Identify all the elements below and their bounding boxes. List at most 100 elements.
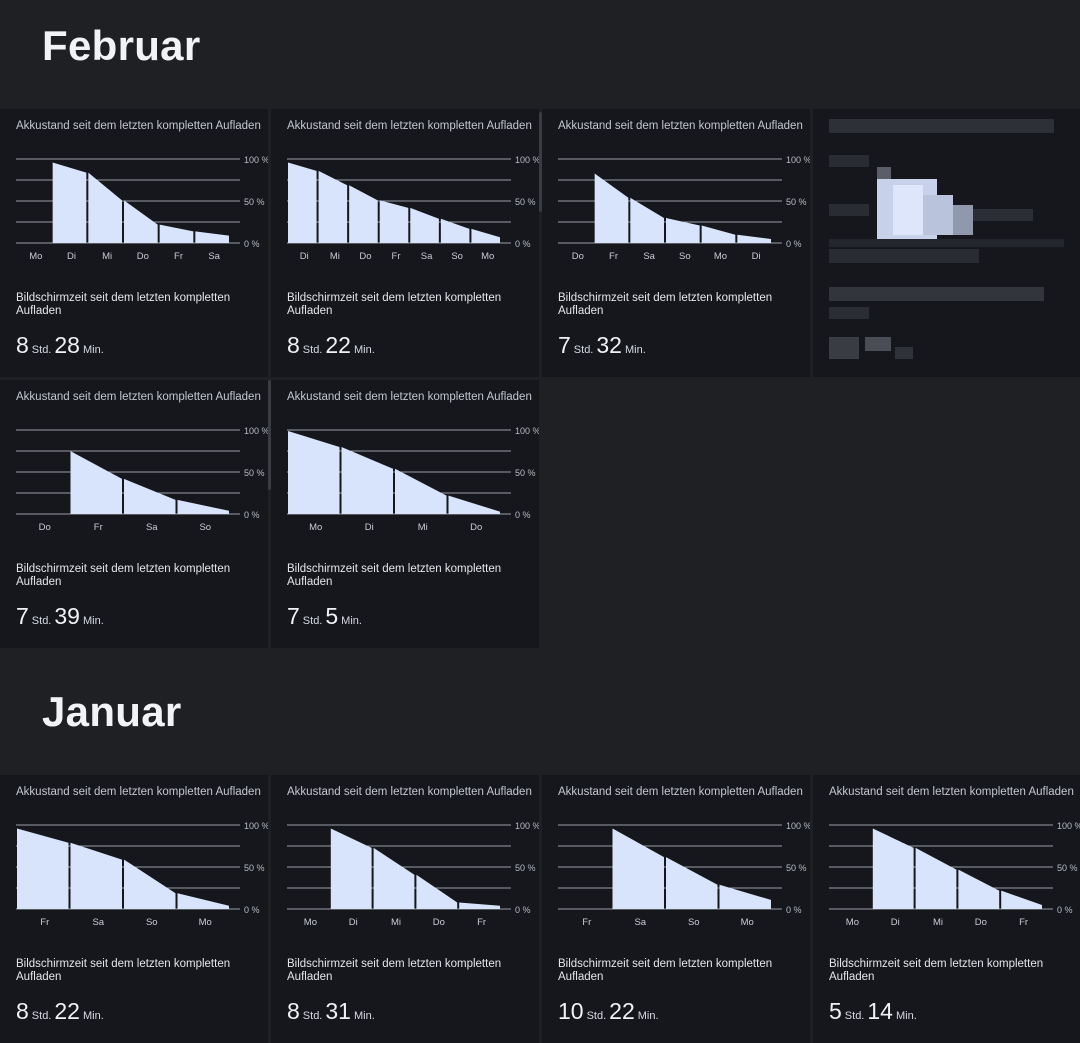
day-tick-label: Mo	[714, 251, 727, 262]
day-tick-label: Fr	[609, 251, 618, 262]
day-tick-label: Fr	[40, 917, 49, 928]
februar-card-grid: Akkustand seit dem letzten kompletten Au…	[0, 109, 1080, 648]
battery-history-card[interactable]: Akkustand seit dem letzten kompletten Au…	[542, 109, 810, 377]
day-tick-label: Fr	[477, 917, 486, 928]
redacted-pixel-block	[829, 155, 869, 167]
battery-level-segment	[379, 200, 409, 243]
battery-caption: Akkustand seit dem letzten kompletten Au…	[829, 786, 1074, 798]
day-tick-label: Do	[39, 522, 51, 533]
hours-value: 7	[558, 332, 571, 358]
battery-level-segment	[594, 173, 629, 243]
screen-time-value: 7 Std. 5 Min.	[287, 603, 365, 630]
day-tick-label: Mi	[933, 917, 943, 928]
y-axis-label: 0 %	[515, 239, 531, 249]
battery-caption: Akkustand seit dem letzten kompletten Au…	[287, 786, 532, 798]
day-tick-label: Do	[433, 917, 445, 928]
minutes-unit: Min.	[624, 344, 646, 356]
screen-time-value: 8 Std. 28 Min.	[16, 332, 107, 359]
battery-level-segment	[288, 431, 340, 514]
screen-time-caption: Bildschirmzeit seit dem letzten komplett…	[287, 563, 502, 588]
day-tick-label: Mo	[309, 522, 322, 533]
y-axis-label: 0 %	[786, 239, 802, 249]
y-axis-label: 100 %	[244, 155, 268, 165]
hours-unit: Std.	[31, 1010, 52, 1022]
battery-caption: Akkustand seit dem letzten kompletten Au…	[558, 120, 803, 132]
battery-level-segment	[318, 170, 348, 243]
y-axis-label: 0 %	[244, 510, 260, 520]
y-axis-label: 0 %	[1057, 905, 1073, 915]
hours-unit: Std.	[302, 1010, 323, 1022]
day-tick-label: Di	[752, 251, 761, 262]
hours-value: 8	[16, 998, 29, 1024]
redacted-pixel-block	[829, 287, 1044, 301]
y-axis-label: 100 %	[515, 155, 539, 165]
battery-history-card[interactable]: Akkustand seit dem letzten kompletten Au…	[0, 775, 268, 1043]
y-axis-label: 50 %	[786, 197, 807, 207]
day-tick-label: Sa	[208, 251, 220, 262]
screen-time-value: 5 Std. 14 Min.	[829, 998, 920, 1025]
minutes-value: 31	[325, 998, 351, 1024]
hours-unit: Std.	[844, 1010, 865, 1022]
battery-level-segment	[666, 857, 718, 909]
screen-time-value: 8 Std. 22 Min.	[16, 998, 107, 1025]
day-tick-label: So	[679, 251, 691, 262]
battery-level-segment	[666, 217, 700, 243]
battery-level-segment	[701, 225, 736, 243]
battery-level-segment	[440, 218, 470, 243]
minutes-value: 32	[596, 332, 622, 358]
battery-level-segment	[330, 828, 372, 909]
screen-time-caption: Bildschirmzeit seit dem letzten komplett…	[558, 292, 773, 317]
battery-history-card[interactable]: Akkustand seit dem letzten kompletten Au…	[271, 380, 539, 648]
minutes-unit: Min.	[895, 1010, 917, 1022]
hours-unit: Std.	[586, 1010, 607, 1022]
battery-level-segment	[958, 869, 1000, 909]
battery-history-card[interactable]: Akkustand seit dem letzten kompletten Au…	[813, 775, 1080, 1043]
day-tick-label: Di	[300, 251, 309, 262]
battery-history-card[interactable]: Akkustand seit dem letzten kompletten Au…	[542, 775, 810, 1043]
battery-level-segment	[1001, 890, 1042, 909]
day-tick-label: Sa	[634, 917, 646, 928]
battery-level-segment	[177, 499, 229, 514]
battery-history-card[interactable]: Akkustand seit dem letzten kompletten Au…	[271, 775, 539, 1043]
battery-caption: Akkustand seit dem letzten kompletten Au…	[16, 786, 261, 798]
battery-history-card[interactable]: Akkustand seit dem letzten kompletten Au…	[0, 109, 268, 377]
battery-history-card[interactable]: Akkustand seit dem letzten kompletten Au…	[0, 380, 268, 648]
battery-caption: Akkustand seit dem letzten kompletten Au…	[287, 120, 532, 132]
day-tick-label: Di	[67, 251, 76, 262]
redacted-pixel-block	[923, 195, 953, 235]
y-axis-label: 50 %	[1057, 863, 1078, 873]
y-axis-label: 50 %	[515, 863, 536, 873]
y-axis-label: 50 %	[515, 197, 536, 207]
y-axis-label: 50 %	[515, 468, 536, 478]
scrollbar[interactable]	[539, 112, 542, 212]
battery-history-card[interactable]: Akkustand seit dem letzten kompletten Au…	[271, 109, 539, 377]
minutes-unit: Min.	[82, 615, 104, 627]
redacted-card	[813, 109, 1080, 377]
section-title-februar: Februar	[42, 22, 201, 69]
battery-level-segment	[872, 828, 914, 909]
day-tick-label: Sa	[643, 251, 655, 262]
day-tick-label: Fr	[1019, 917, 1028, 928]
battery-level-segment	[195, 231, 229, 243]
battery-level-segment	[459, 902, 500, 909]
battery-caption: Akkustand seit dem letzten kompletten Au…	[287, 391, 532, 403]
screen-time-caption: Bildschirmzeit seit dem letzten komplett…	[829, 958, 1044, 983]
battery-level-segment	[288, 162, 317, 243]
battery-level-segment	[471, 228, 500, 243]
battery-level-segment	[124, 859, 176, 909]
redacted-pixel-block	[973, 209, 1033, 221]
day-tick-label: So	[199, 522, 211, 533]
y-axis-label: 100 %	[244, 821, 268, 831]
battery-level-segment	[349, 185, 378, 243]
y-axis-label: 50 %	[244, 197, 265, 207]
screen-time-caption: Bildschirmzeit seit dem letzten komplett…	[16, 563, 231, 588]
day-tick-label: Sa	[421, 251, 433, 262]
hours-value: 7	[16, 603, 29, 629]
battery-level-segment	[410, 207, 439, 243]
screen-time-caption: Bildschirmzeit seit dem letzten komplett…	[16, 958, 231, 983]
battery-level-segment	[395, 468, 447, 514]
scrollbar[interactable]	[268, 380, 271, 490]
day-tick-label: Fr	[94, 522, 103, 533]
y-axis-label: 100 %	[515, 821, 539, 831]
minutes-unit: Min.	[353, 1010, 375, 1022]
